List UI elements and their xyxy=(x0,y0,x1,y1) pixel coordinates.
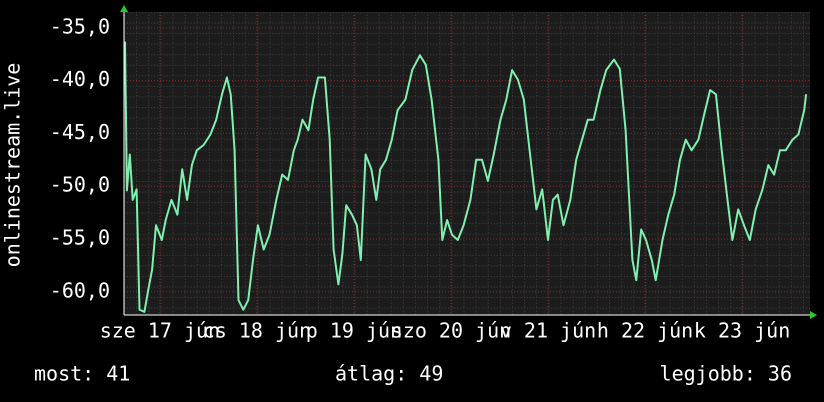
y-tick-label: -55,0 xyxy=(50,225,110,249)
x-tick-label: h 22 jún xyxy=(597,319,693,343)
y-tick-label: -40,0 xyxy=(50,67,110,91)
footer-average: átlag: 49 xyxy=(335,362,443,386)
footer-current: most: 41 xyxy=(34,362,130,386)
y-tick-label: -50,0 xyxy=(50,173,110,197)
y-tick-label: -45,0 xyxy=(50,120,110,144)
y-tick-label: -60,0 xyxy=(50,278,110,302)
y-axis-label: onlinestream.live xyxy=(1,63,25,268)
x-tick-label: szo 20 jún xyxy=(391,319,511,343)
x-tick-label: cs 18 jún xyxy=(203,319,311,343)
x-tick-label: p 19 jún xyxy=(306,319,402,343)
footer-best: legjobb: 36 xyxy=(660,362,792,386)
data-line xyxy=(124,41,808,313)
minor-grid xyxy=(124,12,810,315)
y-tick-label: -35,0 xyxy=(50,14,110,38)
x-tick-label: sze 17 jún xyxy=(100,319,220,343)
x-tick-label: k 23 jún xyxy=(694,319,790,343)
x-tick-label: v 21 jún xyxy=(500,319,596,343)
